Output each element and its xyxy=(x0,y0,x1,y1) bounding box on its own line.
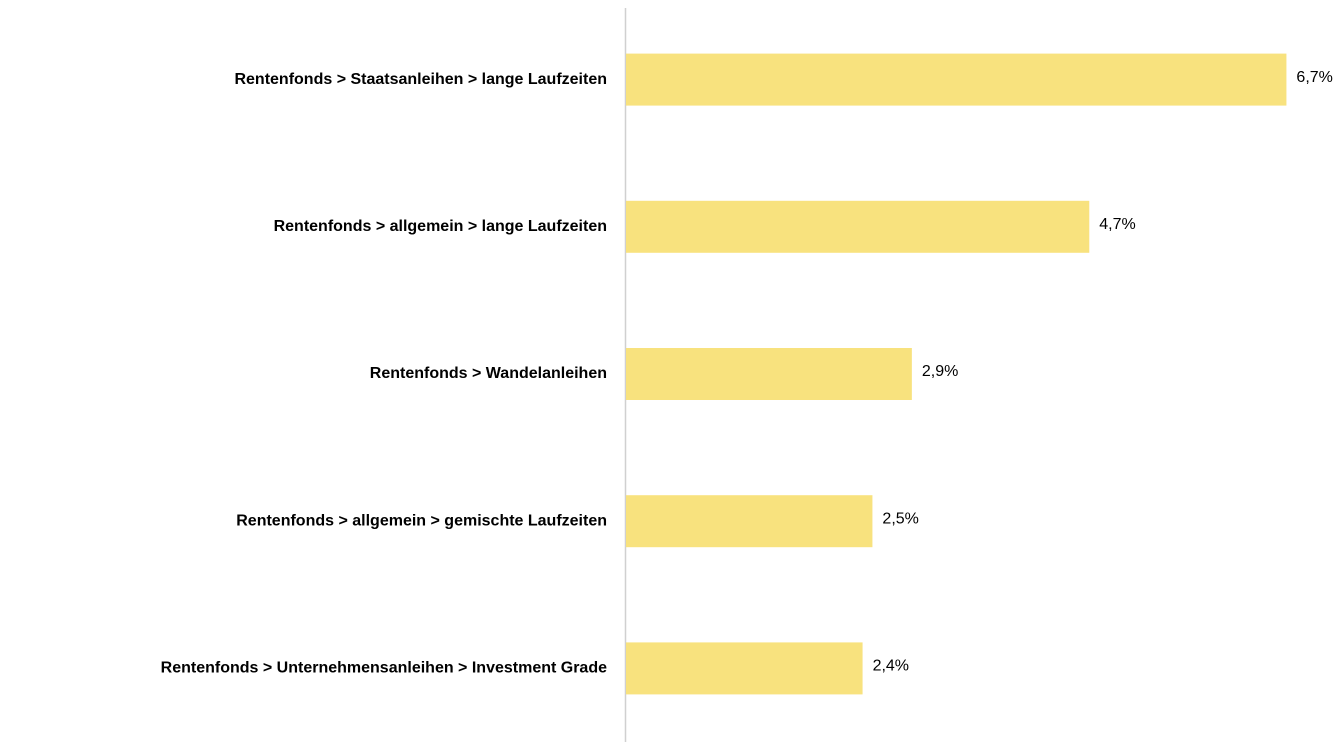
value-label: 6,7% xyxy=(1296,69,1332,86)
value-label: 2,4% xyxy=(873,658,909,675)
category-label: Rentenfonds > allgemein > gemischte Lauf… xyxy=(236,512,607,529)
category-label: Rentenfonds > Unternehmensanleihen > Inv… xyxy=(161,660,607,677)
category-label: Rentenfonds > allgemein > lange Laufzeit… xyxy=(274,218,607,235)
category-label: Rentenfonds > Staatsanleihen > lange Lau… xyxy=(234,71,607,88)
value-label: 2,9% xyxy=(922,363,958,380)
bar xyxy=(626,200,1090,253)
bar xyxy=(626,642,863,695)
bar xyxy=(626,53,1287,106)
category-label: Rentenfonds > Wandelanleihen xyxy=(370,365,607,382)
bar xyxy=(626,348,912,400)
value-label: 2,5% xyxy=(882,510,918,527)
value-label: 4,7% xyxy=(1099,216,1135,233)
bar xyxy=(626,495,873,548)
